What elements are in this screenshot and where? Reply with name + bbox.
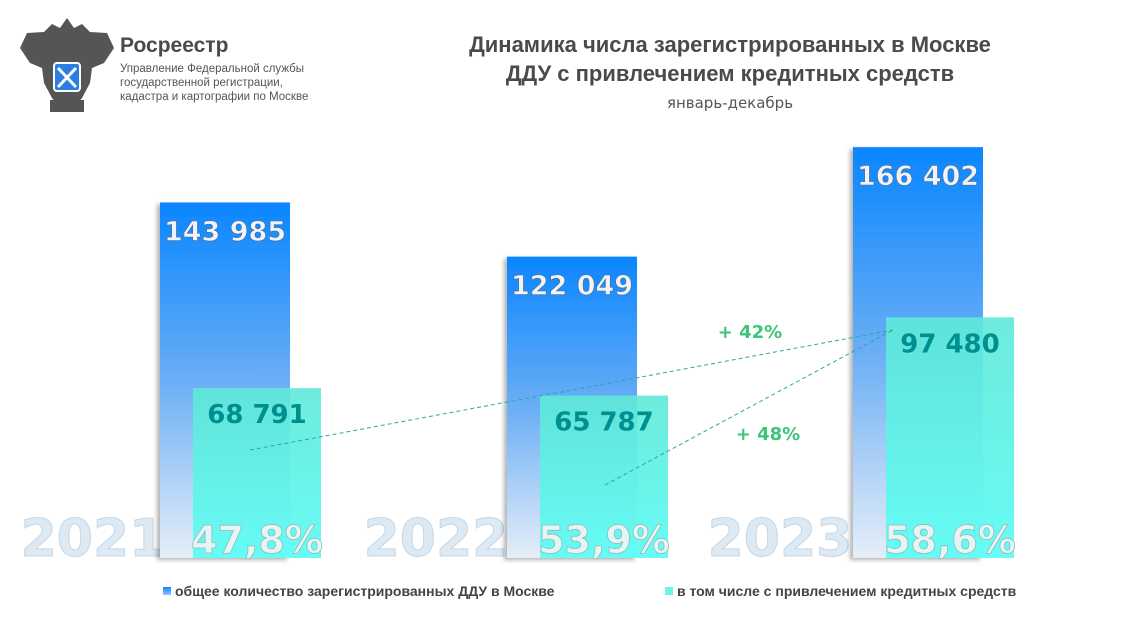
value-label-credit: 97 480 bbox=[900, 329, 1000, 359]
share-label: 58,6% bbox=[884, 518, 1016, 562]
legend-label: общее количество зарегистрированных ДДУ … bbox=[175, 583, 555, 599]
legend-item-credit: в том числе с привлечением кредитных сре… bbox=[665, 583, 1016, 599]
year-label: 2021 bbox=[21, 509, 166, 569]
bar-credit bbox=[540, 395, 668, 558]
org-name: Росреестр bbox=[120, 34, 229, 57]
title-line: Динамика числа зарегистрированных в Моск… bbox=[469, 32, 991, 57]
growth-label: + 48% bbox=[736, 424, 800, 445]
share-label: 53,9% bbox=[538, 518, 670, 562]
value-label-credit: 68 791 bbox=[207, 400, 307, 430]
bar-credit bbox=[886, 317, 1014, 558]
legend-swatch bbox=[163, 587, 171, 595]
org-line: государственной регистрации, bbox=[120, 77, 283, 89]
year-label: 2022 bbox=[364, 509, 509, 569]
value-label-credit: 65 787 bbox=[554, 408, 654, 438]
share-label: 47,8% bbox=[191, 518, 323, 562]
org-block: Росреестр Управление Федеральной службы … bbox=[120, 34, 308, 104]
period-label: январь-декабрь bbox=[666, 94, 794, 112]
value-label-total: 143 985 bbox=[164, 216, 286, 247]
chart-title: Динамика числа зарегистрированных в Моск… bbox=[380, 30, 1080, 88]
bar-credit bbox=[193, 388, 321, 558]
value-label-total: 122 049 bbox=[511, 271, 633, 302]
legend-label: в том числе с привлечением кредитных сре… bbox=[677, 583, 1017, 599]
logo-emblem-icon bbox=[20, 18, 114, 112]
org-line: Управление Федеральной службы bbox=[120, 63, 304, 75]
legend-item-total: общее количество зарегистрированных ДДУ … bbox=[163, 583, 554, 599]
title-line: ДДУ с привлечением кредитных средств bbox=[505, 61, 955, 86]
year-label: 2023 bbox=[708, 509, 853, 569]
legend-swatch bbox=[665, 587, 673, 595]
growth-arrow bbox=[604, 329, 894, 486]
value-label-total: 166 402 bbox=[857, 161, 979, 192]
growth-label: + 42% bbox=[718, 322, 782, 343]
org-line: кадастра и картографии по Москве bbox=[120, 91, 309, 103]
